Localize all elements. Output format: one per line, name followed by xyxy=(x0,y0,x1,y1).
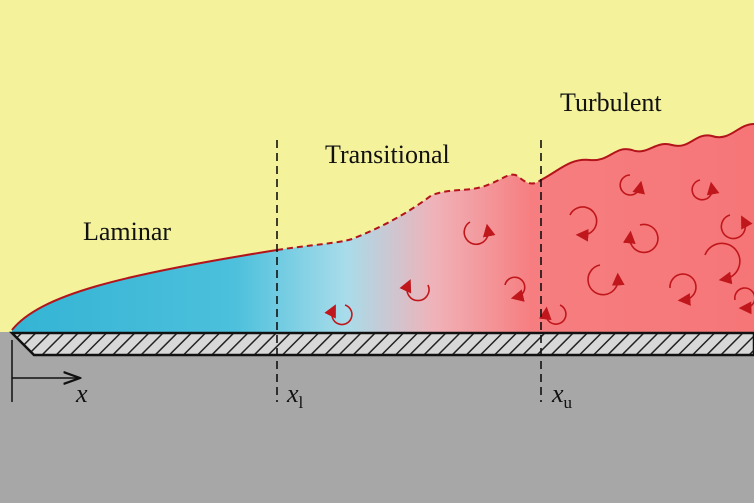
eddies xyxy=(324,174,754,326)
region-label: Laminar xyxy=(83,217,171,246)
marker-symbol: x xyxy=(551,379,564,408)
region-label: Transitional xyxy=(325,140,450,169)
laminar-edge xyxy=(11,249,278,331)
region-label: Turbulent xyxy=(560,88,662,117)
marker-subscript: l xyxy=(299,393,304,412)
background-wall xyxy=(0,332,754,503)
marker-symbol: x xyxy=(286,379,299,408)
axis-label: x xyxy=(75,379,88,408)
plate xyxy=(8,331,754,357)
boundary-layer xyxy=(12,124,754,332)
transitional-edge xyxy=(276,173,542,251)
marker-subscript: u xyxy=(564,393,573,412)
marker-label: xl xyxy=(286,379,304,412)
turbulent-edge xyxy=(540,123,754,181)
marker-label: xu xyxy=(551,379,573,412)
